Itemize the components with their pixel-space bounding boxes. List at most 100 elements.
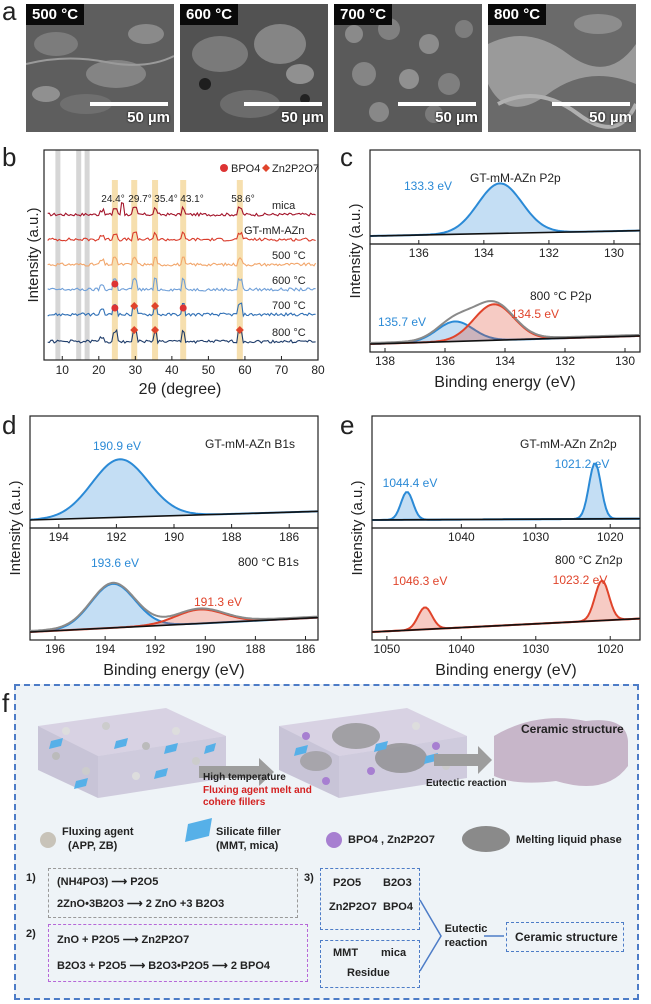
reaction2-line-b: B2O3 + P2O5 ⟶ B2O3•P2O5 ⟶ 2 BPO4 <box>57 960 271 972</box>
xrd-tick-label: 80 <box>311 363 325 377</box>
xrd-series-1 <box>47 231 316 242</box>
xrd-peak-band <box>131 180 138 360</box>
r3-bpo4: BPO4 <box>383 901 413 913</box>
legend-bpo4-name: BPO4 , Zn2P2O7 <box>348 834 435 846</box>
scale-label: 50 µm <box>127 109 170 126</box>
legend-melting-name: Melting liquid phase <box>516 834 622 846</box>
xps-panel-title: GT-mM-AZn P2p <box>470 171 561 185</box>
xps-frame-bottom <box>371 527 641 641</box>
legend-silicate-name: Silicate filler <box>216 826 281 838</box>
xps-ylabel: Intensity (a.u.) <box>347 203 364 298</box>
r3-arrow-label: Eutectic reaction <box>444 923 488 949</box>
xrd-series-0 <box>47 202 316 218</box>
xrd-series-label: GT-mM-AZn <box>244 225 305 237</box>
xrd-peak-band <box>111 180 118 360</box>
xps-peak-label: 1046.3 eV <box>393 574 448 588</box>
xps-baseline <box>29 616 319 633</box>
xps-tick-label: 136 <box>409 246 429 260</box>
xps-tick-label: 1030 <box>522 530 549 544</box>
arrow-eutectic <box>434 746 492 774</box>
xps-tick-label: 1030 <box>522 642 549 656</box>
arrow-high-temperature <box>199 758 274 786</box>
xrd-gray-band <box>55 150 61 360</box>
xps-envelope <box>369 300 641 344</box>
xps-tick-label: 138 <box>375 354 395 368</box>
xps-peak-fill <box>30 459 318 520</box>
xrd-peak-band <box>236 180 243 360</box>
ceramic-label: Ceramic structure <box>521 722 624 736</box>
panel-a-label: a <box>2 0 17 26</box>
xrd-peak-label: 24.4° <box>101 194 124 205</box>
xps-frame-bottom <box>29 527 319 641</box>
r3-b2o3: B2O3 <box>383 877 412 889</box>
sem-texture <box>488 4 636 132</box>
arrow2-label: Eutectic reaction <box>426 778 507 789</box>
scale-bar <box>552 102 630 106</box>
sem-image-800: 800 °C 50 µm <box>488 4 636 132</box>
xps-tick-label: 1040 <box>448 642 475 656</box>
xps-peak-label: 1023.2 eV <box>553 573 608 587</box>
legend-fluxing-name: Fluxing agent <box>62 826 134 838</box>
arrow1-note: Fluxing agent melt and cohere fillers <box>203 785 312 808</box>
xps-xlabel: Binding energy (eV) <box>103 662 244 679</box>
xps-tick-label: 130 <box>615 354 635 368</box>
composite-block-melting <box>279 708 467 798</box>
xrd-peak-label: 43.1° <box>180 194 203 205</box>
xps-baseline <box>29 510 319 521</box>
xrd-series-3 <box>47 277 316 292</box>
bpo4-marker <box>111 304 119 312</box>
mechanism-schematic: High temperature Fluxing agent melt and … <box>14 684 639 1000</box>
melting-phase-icon <box>462 826 510 852</box>
panel-d-label: d <box>2 410 17 440</box>
xrd-tick-label: 60 <box>238 363 252 377</box>
silicate-filler-icon <box>185 818 212 842</box>
sem-texture <box>26 4 174 132</box>
scale-label: 50 µm <box>435 109 478 126</box>
xps-peak-label: 1044.4 eV <box>383 476 438 490</box>
xps-peak-fill <box>372 492 640 520</box>
r3-zn2p2o7: Zn2P2O7 <box>329 901 377 913</box>
xps-tick-label: 130 <box>604 246 624 260</box>
xps-tick-label: 132 <box>539 246 559 260</box>
r3-mica: mica <box>381 947 407 959</box>
sem-temp-label: 600 °C <box>180 4 239 25</box>
reaction3-products-box: P2O5 B2O3 Zn2P2O7 BPO4 <box>320 868 420 930</box>
reaction2-number: 2) <box>26 928 36 940</box>
xps-tick-label: 190 <box>195 642 215 656</box>
legend-silicate-sub: (MMT, mica) <box>216 840 279 852</box>
xps-peak-label: 133.3 eV <box>404 179 452 193</box>
xps-baseline <box>369 229 641 237</box>
xrd-series-label: 700 °C <box>272 300 306 312</box>
xps-panel-title: 800 °C B1s <box>238 555 299 569</box>
xps-peak-label: 190.9 eV <box>93 439 141 453</box>
xrd-tick-label: 40 <box>165 363 179 377</box>
xps-tick-label: 134 <box>495 354 515 368</box>
xps-tick-label: 190 <box>164 530 184 544</box>
legend-zn2p2o7-marker <box>262 164 270 172</box>
panel-c-label: c <box>340 142 353 172</box>
xps-tick-label: 192 <box>106 530 126 544</box>
xps-tick-label: 188 <box>245 642 265 656</box>
r3-p2o5: P2O5 <box>333 877 362 889</box>
sem-texture <box>180 4 328 132</box>
r3-result-box: Ceramic structure <box>506 922 624 952</box>
xrd-tick-label: 10 <box>56 363 70 377</box>
xrd-tick-label: 50 <box>202 363 216 377</box>
xrd-peak-label: 29.7° <box>128 194 151 205</box>
panel-e-label: e <box>340 410 355 440</box>
charts-canvas: mica GT-mM-AZn 500 °C 600 °C 700 °C 800 °C 24.… <box>7 149 641 679</box>
xps-peak-fill <box>30 609 318 632</box>
xps-peak-label: 191.3 eV <box>194 595 242 609</box>
xrd-peak-band <box>180 180 187 360</box>
bpo4-particle-icon <box>326 832 342 848</box>
xrd-tick-label: 70 <box>275 363 289 377</box>
xps-baseline <box>371 517 641 521</box>
xps-panel-title: 800 °C Zn2p <box>555 553 623 567</box>
xrd-peak-label: 35.4° <box>154 194 177 205</box>
xrd-series-label: mica <box>272 200 296 212</box>
xps-peak-fill <box>370 183 640 236</box>
xps-peak-fill <box>30 583 318 632</box>
bpo4-marker <box>179 304 187 312</box>
reaction1-box: (NH4PO3) ⟶ P2O5 2ZnO•3B2O3 ⟶ 2 ZnO +3 B2… <box>48 868 298 918</box>
xrd-series-2 <box>47 256 317 267</box>
